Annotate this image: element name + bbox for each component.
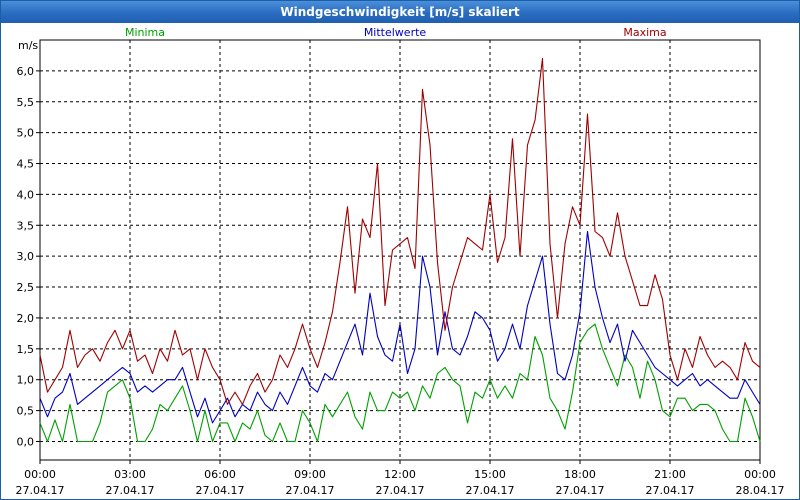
y-tick-label: 5,0	[17, 127, 35, 140]
y-tick-label: 3,5	[17, 219, 35, 232]
x-tick-label-date: 27.04.17	[376, 484, 425, 497]
grid-lines	[40, 40, 760, 460]
y-tick-label: 1,5	[17, 343, 35, 356]
y-tick-label: 3,0	[17, 250, 35, 263]
x-tick-label-date: 27.04.17	[196, 484, 245, 497]
y-tick-label: 4,5	[17, 158, 35, 171]
y-tick-label: 5,5	[17, 96, 35, 109]
y-tick-label: 6,0	[17, 65, 35, 78]
y-tick-label: 0,5	[17, 405, 35, 418]
y-tick-label: 4,0	[17, 188, 35, 201]
series-line-mittelwerte	[39, 230, 761, 424]
x-tick-label-date: 27.04.17	[286, 484, 335, 497]
x-tick-label-date: 27.04.17	[646, 484, 695, 497]
x-tick-label-date: 27.04.17	[16, 484, 65, 497]
x-tick-label-time: 03:00	[114, 468, 146, 481]
y-tick-label: 2,0	[17, 312, 35, 325]
legend-minima: Minima	[125, 26, 165, 39]
x-tick-label-time: 06:00	[204, 468, 236, 481]
x-tick-label-time: 21:00	[654, 468, 686, 481]
legend-mittelwerte: Mittelwerte	[364, 26, 427, 39]
y-axis-label: m/s	[18, 39, 38, 52]
x-tick-label-time: 12:00	[384, 468, 416, 481]
x-tick-label-time: 00:00	[744, 468, 776, 481]
y-tick-label: 2,5	[17, 281, 35, 294]
x-tick-label-time: 15:00	[474, 468, 506, 481]
y-axis: 0,0 0,5 1,0 1,5 2,0 2,5 3,0 3,5 4,0 4,5 5,0 5,5 6,0	[17, 65, 40, 448]
x-tick-label-time: 00:00	[24, 468, 56, 481]
x-tick-label-date: 28.04.17	[736, 484, 785, 497]
legend: Minima Mittelwerte Maxima	[125, 26, 667, 39]
x-tick-label-time: 09:00	[294, 468, 326, 481]
chart-title: Windgeschwindigkeit [m/s] skaliert	[1, 1, 799, 23]
x-tick-label-date: 27.04.17	[556, 484, 605, 497]
x-tick-label-date: 27.04.17	[466, 484, 515, 497]
y-tick-label: 0,0	[17, 435, 35, 448]
series-line-minima	[39, 323, 761, 443]
x-tick-label-date: 27.04.17	[106, 484, 155, 497]
x-axis: 00:00 27.04.17 03:00 27.04.17 06:00 27.04.17 0…	[16, 460, 785, 497]
x-tick-label-time: 18:00	[564, 468, 596, 481]
legend-maxima: Maxima	[623, 26, 666, 39]
series-lines	[39, 57, 761, 443]
y-tick-label: 1,0	[17, 374, 35, 387]
series-line-maxima	[39, 57, 761, 405]
